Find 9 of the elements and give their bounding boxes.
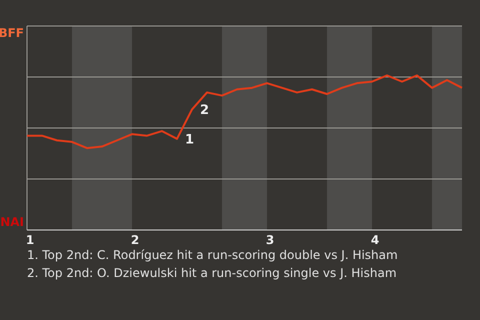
text: NAI bbox=[0, 215, 24, 229]
text: 2. Top 2nd: O. Dziewulski hit a run-scoring single vs J. Hisham bbox=[27, 266, 397, 280]
annotation: 2 bbox=[200, 103, 210, 118]
x-tick-label: 2 bbox=[130, 233, 140, 247]
x-tick-label: 3 bbox=[266, 233, 274, 247]
x-tick-label: 1 bbox=[26, 233, 34, 247]
text: 1. Top 2nd: C. Rodríguez hit a run-scoring double vs J. Hisham bbox=[27, 248, 398, 262]
x-tick-label: 4 bbox=[370, 233, 380, 247]
annotation: 1 bbox=[185, 132, 194, 148]
